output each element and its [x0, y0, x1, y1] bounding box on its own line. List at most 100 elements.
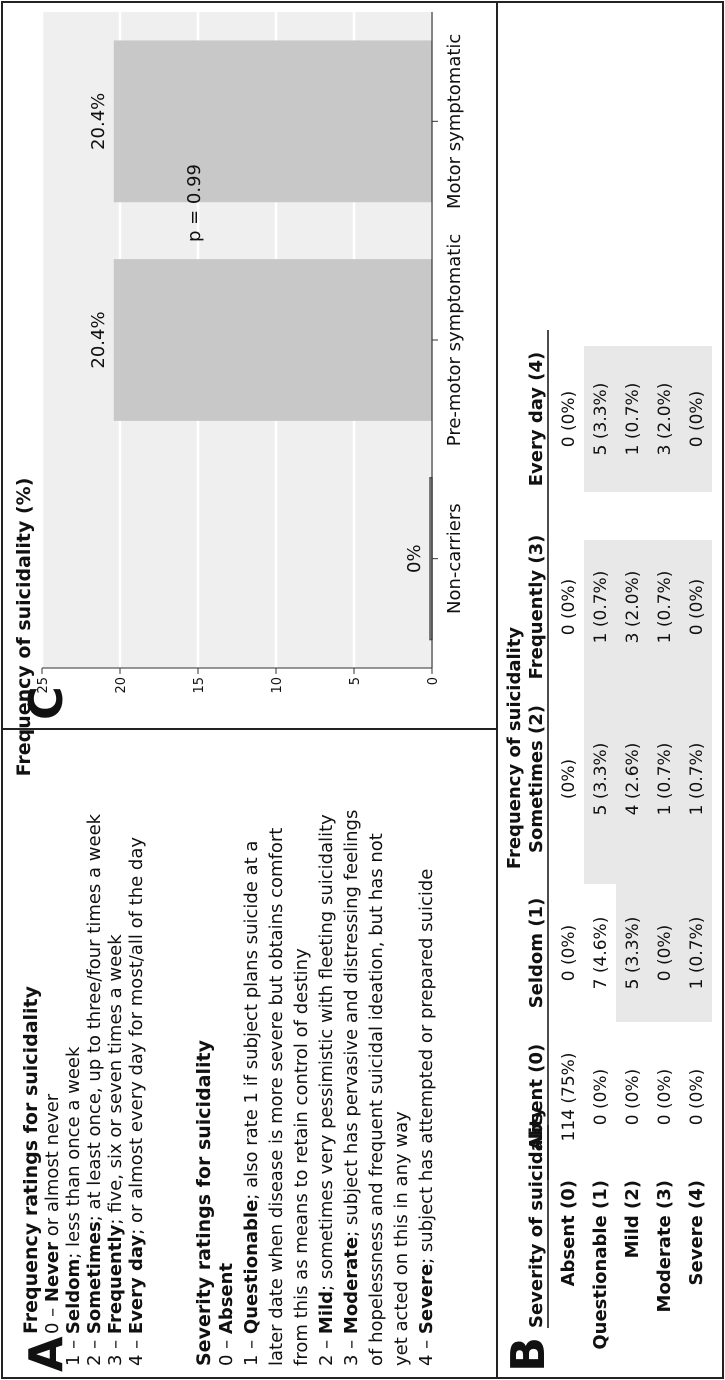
table-cell: 0 (0%) — [687, 1069, 707, 1125]
table-title: Frequency of suicidality — [504, 627, 525, 870]
x-category-label: Motor symptomatic — [444, 34, 465, 209]
severity-rating-line: 2 – Mild; sometimes very pessimistic wit… — [316, 814, 337, 1366]
table-row: Moderate (3) 0 (0%) 0 (0%) 1 (0.7%) 1 (0.7%)… — [648, 346, 680, 1312]
table-cell: 5 (3.3%) — [623, 917, 643, 990]
value-labels: 0% 20.4% 20.4% — [88, 93, 425, 573]
text-segment: Absent — [216, 1263, 237, 1335]
shaded-cell — [616, 674, 648, 884]
text-segment: yet acted on this in any way — [391, 1111, 412, 1366]
table-cell: 3 (2.0%) — [655, 383, 675, 456]
text-segment: 2 – — [316, 1334, 337, 1366]
shaded-cell — [616, 346, 648, 492]
frequency-rating-item: 3 – Frequently; five, six or seven times… — [105, 934, 126, 1366]
text-segment: Severe — [416, 1264, 437, 1334]
column-header: Seldom (1) — [526, 898, 547, 1009]
table-cell: 0 (0%) — [559, 391, 579, 447]
shaded-cell — [584, 674, 616, 884]
shaded-cell — [680, 884, 712, 1022]
text-segment: Sometimes — [84, 1221, 105, 1334]
frequency-rating-item: 4 – Every day; or almost every day for m… — [126, 837, 147, 1366]
shaded-cell — [584, 346, 616, 492]
table-cell: 114 (75%) — [559, 1053, 579, 1142]
row-header: Severity of suicidality — [526, 1106, 547, 1328]
panel-a: A Frequency ratings for suicidality 0 – … — [19, 810, 437, 1372]
text-segment: later date when disease is more severe b… — [266, 828, 287, 1366]
shaded-cell — [584, 540, 616, 674]
severity-rating-line: later date when disease is more severe b… — [266, 828, 287, 1366]
shaded-cell — [648, 884, 680, 1022]
table-cell: 4 (2.6%) — [623, 743, 643, 816]
table-cell: 1 (0.7%) — [655, 571, 675, 644]
text-segment: 4 – — [126, 1334, 147, 1366]
frequency-rating-item: 0 – Never or almost never — [42, 1093, 63, 1334]
text-segment: of hopelessness and frequent suicidal id… — [366, 833, 387, 1366]
table-cell: 0 (0%) — [559, 579, 579, 635]
text-segment: Moderate — [341, 1237, 362, 1334]
column-header: Every day (4) — [526, 352, 547, 487]
text-segment: Mild — [316, 1291, 337, 1334]
table-cell: 5 (3.3%) — [591, 383, 611, 456]
text-segment: 3 – — [341, 1334, 362, 1366]
text-segment: ; or almost every day for most/all of th… — [126, 837, 147, 1235]
table-row: Absent (0) 114 (75%) 0 (0%) (0%) 0 (0%) 0 (0%… — [558, 391, 579, 1287]
shaded-cell — [648, 540, 680, 674]
text-segment: or almost never — [42, 1093, 63, 1242]
severity-rating-line: 1 – Questionable; also rate 1 if subject… — [241, 841, 262, 1366]
panel-a-letter: A — [19, 1336, 73, 1372]
shaded-cell — [616, 540, 648, 674]
bars — [113, 40, 433, 641]
row-label: Moderate (3) — [654, 1180, 675, 1312]
text-segment: 1 – — [241, 1334, 262, 1366]
frequency-ratings-title: Frequency ratings for suicidality — [20, 985, 42, 1334]
table-cell: 0 (0%) — [687, 579, 707, 635]
y-tick-label: 10 — [270, 677, 285, 694]
table-column-headers: Absent (0) Seldom (1) Sometimes (2) Frequen… — [526, 330, 549, 1180]
frequency-rating-item: 1 – Seldom; less than once a week — [63, 1046, 84, 1366]
y-axis-label: Frequency of suicidality (%) — [13, 478, 35, 777]
bar — [113, 40, 432, 203]
table-cell: 0 (0%) — [623, 1069, 643, 1125]
panel-b-letter: B — [501, 1337, 555, 1372]
text-segment: Never — [42, 1242, 63, 1302]
text-segment: Questionable — [241, 1200, 262, 1334]
text-segment: 0 – — [42, 1302, 63, 1334]
y-tick-label: 0 — [426, 677, 441, 685]
text-segment: Seldom — [63, 1259, 84, 1334]
panel-c: C 0 5 10 15 20 25 0% 20.4% 20.4% Non-carriers Pr… — [13, 12, 465, 776]
text-segment: 1 – — [63, 1334, 84, 1366]
text-segment: ; at least once, up to three/four times … — [84, 813, 105, 1221]
column-header: Frequently (3) — [526, 535, 547, 680]
table-cell: 0 (0%) — [559, 925, 579, 981]
bar-value-label: 20.4% — [88, 93, 109, 150]
x-category-label: Non-carriers — [444, 503, 465, 614]
y-tick-label: 20 — [114, 677, 129, 694]
frequency-rating-item: 2 – Sometimes; at least once, up to thre… — [84, 813, 105, 1366]
shaded-cell — [680, 540, 712, 674]
text-segment: ; less than once a week — [63, 1046, 84, 1259]
severity-rating-line: yet acted on this in any way — [391, 1111, 412, 1366]
table-cell: 1 (0.7%) — [687, 917, 707, 990]
text-segment: Frequently — [105, 1224, 126, 1334]
shaded-cell — [680, 674, 712, 884]
text-segment: from this as means to retain control of … — [291, 948, 312, 1366]
severity-ratings-title: Severity ratings for suicidality — [193, 1039, 215, 1366]
table-row: Severe (4) 0 (0%) 1 (0.7%) 1 (0.7%) 0 (0%) 0 … — [680, 346, 712, 1285]
text-segment: 0 – — [216, 1334, 237, 1366]
text-segment: ; subject has pervasive and distressing … — [341, 810, 362, 1237]
row-label: Mild (2) — [622, 1180, 643, 1258]
text-segment: ; sometimes very pessimistic with fleeti… — [316, 814, 337, 1291]
row-label: Questionable (1) — [590, 1180, 611, 1350]
y-tick-label: 15 — [192, 677, 207, 694]
severity-rating-line: 3 – Moderate; subject has pervasive and … — [341, 810, 362, 1366]
table-cell: 1 (0.7%) — [623, 383, 643, 456]
table-cell: 0 (0%) — [655, 925, 675, 981]
x-axis — [42, 12, 438, 669]
column-header: Sometimes (2) — [526, 705, 547, 853]
panel-b: B Frequency of suicidality Severity of s… — [501, 330, 712, 1372]
shaded-cell — [680, 346, 712, 492]
